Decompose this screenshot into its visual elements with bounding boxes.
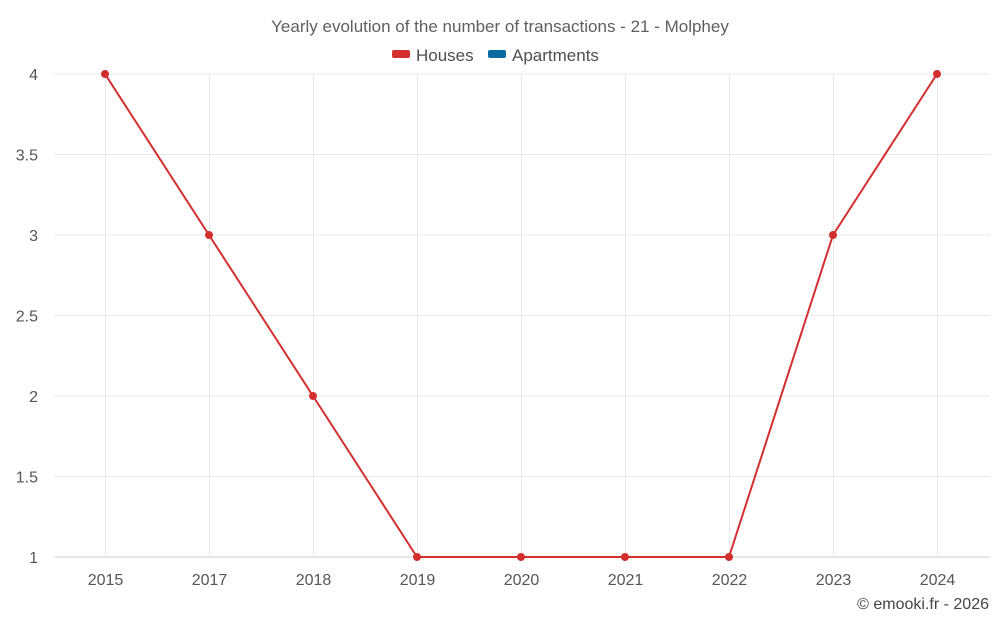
data-point-houses-2015[interactable] xyxy=(101,70,109,78)
gridlines xyxy=(54,73,990,558)
legend-item-apartments[interactable]: Apartments xyxy=(488,46,599,65)
y-tick-label: 3.5 xyxy=(16,148,38,165)
y-tick-label: 2 xyxy=(29,389,38,406)
x-tick-label: 2018 xyxy=(296,572,332,589)
data-point-houses-2024[interactable] xyxy=(933,70,941,78)
x-tick-label: 2019 xyxy=(400,572,436,589)
x-tick-label: 2020 xyxy=(504,572,540,589)
legend[interactable]: Houses Apartments xyxy=(392,46,599,65)
y-tick-label: 1 xyxy=(29,550,38,567)
data-point-houses-2021[interactable] xyxy=(621,553,629,561)
y-tick-label: 4 xyxy=(29,67,38,84)
data-point-houses-2019[interactable] xyxy=(413,553,421,561)
x-tick-label: 2015 xyxy=(88,572,124,589)
x-tick-label: 2024 xyxy=(920,572,956,589)
credit-text: © emooki.fr - 2026 xyxy=(857,596,989,613)
data-point-houses-2020[interactable] xyxy=(517,553,525,561)
y-tick-label: 1.5 xyxy=(16,470,38,487)
x-tick-label: 2017 xyxy=(192,572,228,589)
data-point-houses-2023[interactable] xyxy=(829,231,837,239)
x-tick-label: 2021 xyxy=(608,572,644,589)
series-houses[interactable] xyxy=(101,70,941,561)
data-point-houses-2017[interactable] xyxy=(205,231,213,239)
legend-item-houses[interactable]: Houses xyxy=(392,46,474,65)
x-axis-labels: 2015 2017 2018 2019 2020 2021 2022 2023 2024 xyxy=(88,572,956,589)
y-tick-label: 3 xyxy=(29,228,38,245)
chart-title: Yearly evolution of the number of transa… xyxy=(271,17,729,36)
apartments-legend-swatch-icon xyxy=(488,50,506,58)
x-tick-label: 2023 xyxy=(816,572,852,589)
data-point-houses-2018[interactable] xyxy=(309,392,317,400)
legend-label-houses[interactable]: Houses xyxy=(416,46,474,65)
x-tick-label: 2022 xyxy=(712,572,748,589)
data-point-houses-2022[interactable] xyxy=(725,553,733,561)
y-tick-label: 2.5 xyxy=(16,309,38,326)
series-layer[interactable] xyxy=(101,70,941,561)
legend-label-apartments[interactable]: Apartments xyxy=(512,46,599,65)
y-axis-labels: 1 1.5 2 2.5 3 3.5 4 xyxy=(16,67,38,567)
houses-legend-swatch-icon xyxy=(392,50,410,58)
